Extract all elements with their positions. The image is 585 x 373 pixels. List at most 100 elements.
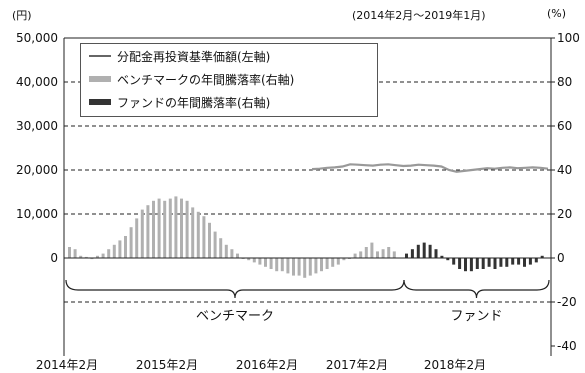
benchmark-bar — [124, 236, 127, 258]
fund-bar — [534, 258, 538, 263]
benchmark-bar — [101, 253, 105, 258]
x-tick-label: 2018年2月 — [424, 358, 486, 372]
benchmark-bar — [252, 258, 256, 263]
benchmark-bar — [191, 207, 195, 258]
legend: 分配金再投資基準価額(左軸) ベンチマークの年間騰落率(右軸) ファンドの年間騰… — [80, 43, 378, 117]
left-tick-label: 10,000 — [16, 207, 58, 221]
benchmark-bar — [157, 198, 161, 258]
fund-bar — [493, 258, 497, 269]
fund-bar — [528, 258, 532, 265]
benchmark-brace — [65, 279, 405, 299]
benchmark-bar — [359, 251, 363, 258]
benchmark-bar — [247, 258, 251, 261]
benchmark-bar — [364, 247, 368, 258]
benchmark-bar — [68, 247, 71, 258]
x-tick-label: 2017年2月 — [326, 358, 388, 372]
benchmark-bar — [381, 249, 385, 258]
fund-bar — [487, 258, 491, 267]
right-tick-label: 80 — [557, 75, 572, 89]
right-tick-label: 60 — [557, 119, 572, 133]
benchmark-bar — [224, 244, 228, 258]
left-tick-label: 20,000 — [16, 163, 58, 177]
benchmark-bar — [280, 258, 284, 272]
benchmark-bar — [331, 258, 335, 267]
benchmark-brace-label: ベンチマーク — [196, 309, 274, 324]
legend-label: ファンドの年間騰落率(右軸) — [117, 95, 271, 110]
benchmark-bar — [286, 258, 290, 274]
fund-bar — [475, 258, 479, 269]
benchmark-bar — [353, 253, 357, 258]
left-tick-label: 0 — [50, 251, 58, 265]
benchmark-bar — [314, 258, 318, 274]
x-tick-label: 2016年2月 — [236, 358, 298, 372]
benchmark-bar — [258, 258, 262, 265]
benchmark-bar — [303, 258, 307, 278]
benchmark-bar — [269, 258, 273, 269]
benchmark-bar — [392, 251, 396, 258]
fund-bar — [540, 255, 544, 258]
right-tick-label: 0 — [557, 251, 565, 265]
benchmark-bar — [140, 209, 144, 258]
period-label: (2014年2月〜2019年1月) — [352, 9, 486, 22]
benchmark-bar — [308, 258, 312, 276]
right-axis-unit: (%) — [547, 7, 567, 20]
benchmark-bar — [79, 255, 83, 258]
benchmark-bar — [152, 200, 155, 258]
benchmark-bar — [174, 196, 178, 258]
legend-label: 分配金再投資基準価額(左軸) — [117, 49, 271, 64]
fund-bar — [505, 258, 509, 267]
benchmark-bar — [342, 258, 346, 261]
left-tick-label: 30,000 — [16, 119, 58, 133]
right-tick-label: 100 — [557, 31, 580, 45]
fund-bar — [517, 258, 521, 265]
benchmark-bar — [118, 240, 122, 258]
fund-bar — [523, 258, 526, 267]
axes — [63, 37, 552, 356]
benchmark-bar — [73, 249, 77, 258]
benchmark-bar — [90, 258, 94, 260]
x-tick-label: 2015年2月 — [136, 358, 198, 372]
fund-brace — [403, 279, 550, 299]
legend-item-benchmark: ベンチマークの年間騰落率(右軸) — [89, 70, 294, 88]
nav-line — [311, 163, 549, 173]
fund-bars — [405, 242, 544, 272]
benchmark-bar — [297, 258, 301, 276]
fund-bar — [405, 253, 408, 258]
benchmark-bar — [230, 249, 234, 258]
benchmark-bar — [202, 216, 206, 258]
benchmark-bar — [96, 255, 99, 258]
benchmark-bar — [84, 256, 88, 258]
bar-swatch — [89, 76, 111, 82]
fund-bar — [422, 242, 426, 258]
legend-item-fund: ファンドの年間騰落率(右軸) — [89, 93, 270, 111]
nav-series-line — [311, 163, 549, 173]
fund-bar — [469, 258, 473, 272]
benchmark-bar — [129, 227, 133, 258]
benchmark-bar — [213, 231, 217, 258]
x-axis-labels: 2014年2月 2015年2月 2016年2月 2017年2月 2018年2月 — [36, 358, 486, 372]
fund-bar — [428, 244, 432, 258]
benchmark-bar — [135, 218, 139, 258]
benchmark-bar — [336, 258, 340, 265]
benchmark-bar — [320, 258, 323, 272]
fund-bar — [446, 258, 450, 261]
benchmark-bar — [292, 258, 295, 276]
benchmark-bar — [196, 211, 200, 258]
left-tick-label: 50,000 — [16, 31, 58, 45]
fund-brace-label: ファンド — [450, 309, 502, 324]
benchmark-bar — [208, 222, 211, 258]
right-tick-label: 20 — [557, 207, 572, 221]
benchmark-bar — [146, 205, 150, 258]
fund-bar — [481, 258, 485, 269]
benchmark-bar — [275, 258, 279, 272]
fund-bar — [452, 258, 456, 265]
benchmark-bar — [219, 238, 223, 258]
benchmark-bar — [168, 198, 172, 258]
fund-bar — [440, 255, 444, 258]
right-tick-label: -20 — [557, 295, 577, 309]
benchmark-bar — [180, 198, 183, 258]
legend-item-nav: 分配金再投資基準価額(左軸) — [89, 47, 270, 65]
right-tick-label: -40 — [557, 339, 577, 353]
benchmark-bar — [370, 242, 374, 258]
